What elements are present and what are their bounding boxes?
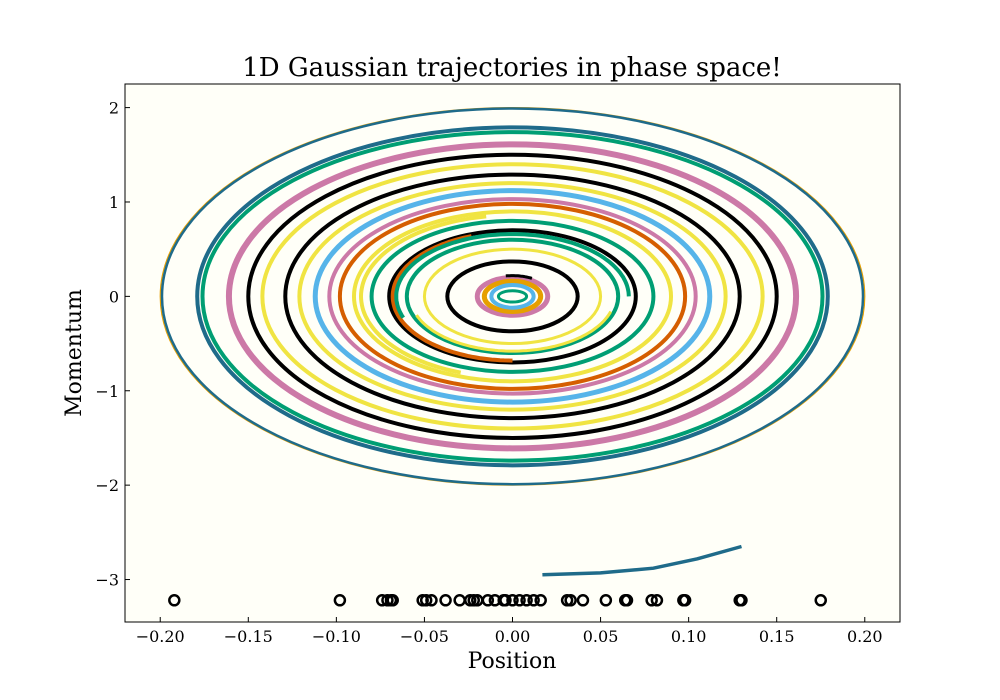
x-axis: −0.20 −0.15 −0.10 −0.05 0.00 0.05 0.10 0.15 0.20 <box>136 617 883 646</box>
scatter-point-28 <box>620 594 634 607</box>
y-tick-label: −1 <box>95 382 119 401</box>
x-tick-label: −0.20 <box>136 627 185 646</box>
scatter-point-20 <box>520 594 533 607</box>
trajectory-ellipse-1 <box>160 107 865 486</box>
scatter-point-5 <box>386 594 399 607</box>
scatter-point-24 <box>564 594 577 607</box>
trajectory-ellipse-6 <box>260 162 765 431</box>
series-layer <box>159 106 866 607</box>
trajectory-arc-22 <box>358 214 487 375</box>
scatter-point-14 <box>481 594 495 607</box>
scatter-point-19 <box>513 594 526 607</box>
trajectory-ellipse-21 <box>496 289 529 304</box>
trajectory-ellipse-17 <box>445 259 580 334</box>
y-axis: 2 1 0 −1 −2 −3 <box>95 99 130 590</box>
trajectory-line-27 <box>542 544 742 577</box>
scatter-point-26 <box>599 594 613 607</box>
trajectory-ellipse-7 <box>283 172 742 421</box>
y-tick-label: 0 <box>109 287 119 306</box>
trajectory-ellipse-2 <box>195 125 830 468</box>
scatter-point-18 <box>506 594 519 607</box>
trajectory-ellipse-12 <box>351 209 674 384</box>
trajectory-arc-25 <box>415 310 613 353</box>
trajectory-ellipse-8 <box>297 181 728 412</box>
x-tick-label: 0.05 <box>583 627 619 646</box>
scatter-point-7 <box>419 594 433 607</box>
scatter-point-30 <box>650 594 664 607</box>
scatter-point-8 <box>425 594 438 607</box>
scatter-point-22 <box>534 594 547 607</box>
y-tick-label: 2 <box>109 99 119 118</box>
x-axis-label: Position <box>468 649 557 674</box>
x-tick-label: −0.10 <box>312 627 361 646</box>
chart-title: 1D Gaussian trajectories in phase space! <box>242 53 782 83</box>
trajectory-ellipse-11 <box>337 201 688 391</box>
scatter-point-25 <box>576 594 590 607</box>
scatter-point-0 <box>168 594 181 607</box>
scatter-point-17 <box>499 594 512 607</box>
trajectory-ellipse-3 <box>200 130 825 463</box>
x-tick-label: 0.15 <box>759 627 795 646</box>
y-tick-label: −2 <box>95 476 119 495</box>
y-axis-label: Momentum <box>62 289 87 417</box>
scatter-point-1 <box>333 594 347 607</box>
y-tick-label: 1 <box>109 193 119 212</box>
scatter-point-9 <box>439 594 452 607</box>
x-tick-label: −0.05 <box>400 627 449 646</box>
trajectory-ellipse-14 <box>387 228 638 365</box>
trajectory-ellipse-20 <box>489 283 536 310</box>
trajectory-arc-24 <box>394 232 631 319</box>
trajectory-ellipse-16 <box>422 247 603 346</box>
trajectory-ellipse-5 <box>246 152 779 440</box>
scatter-point-32 <box>678 594 692 607</box>
scatter-point-35 <box>814 594 827 607</box>
x-tick-label: 0.10 <box>671 627 707 646</box>
x-tick-label: −0.15 <box>224 627 273 646</box>
trajectory-arc-23 <box>390 234 513 363</box>
x-tick-label: 0.20 <box>847 627 883 646</box>
y-tick-label: −3 <box>95 571 119 590</box>
trajectory-ellipse-9 <box>312 188 713 405</box>
trajectory-ellipse-10 <box>327 197 698 396</box>
scatter-point-29 <box>645 594 658 607</box>
trajectory-ellipse-13 <box>369 218 656 374</box>
trajectory-ellipse-18 <box>474 274 551 318</box>
x-tick-label: 0.00 <box>495 627 531 646</box>
scatter-point-21 <box>527 594 540 607</box>
trajectory-arc-26 <box>505 274 533 280</box>
trajectory-ellipse-19 <box>481 278 544 314</box>
scatter-point-34 <box>735 594 748 607</box>
trajectory-ellipse-4 <box>225 141 800 452</box>
trajectory-ellipse-15 <box>404 237 621 355</box>
